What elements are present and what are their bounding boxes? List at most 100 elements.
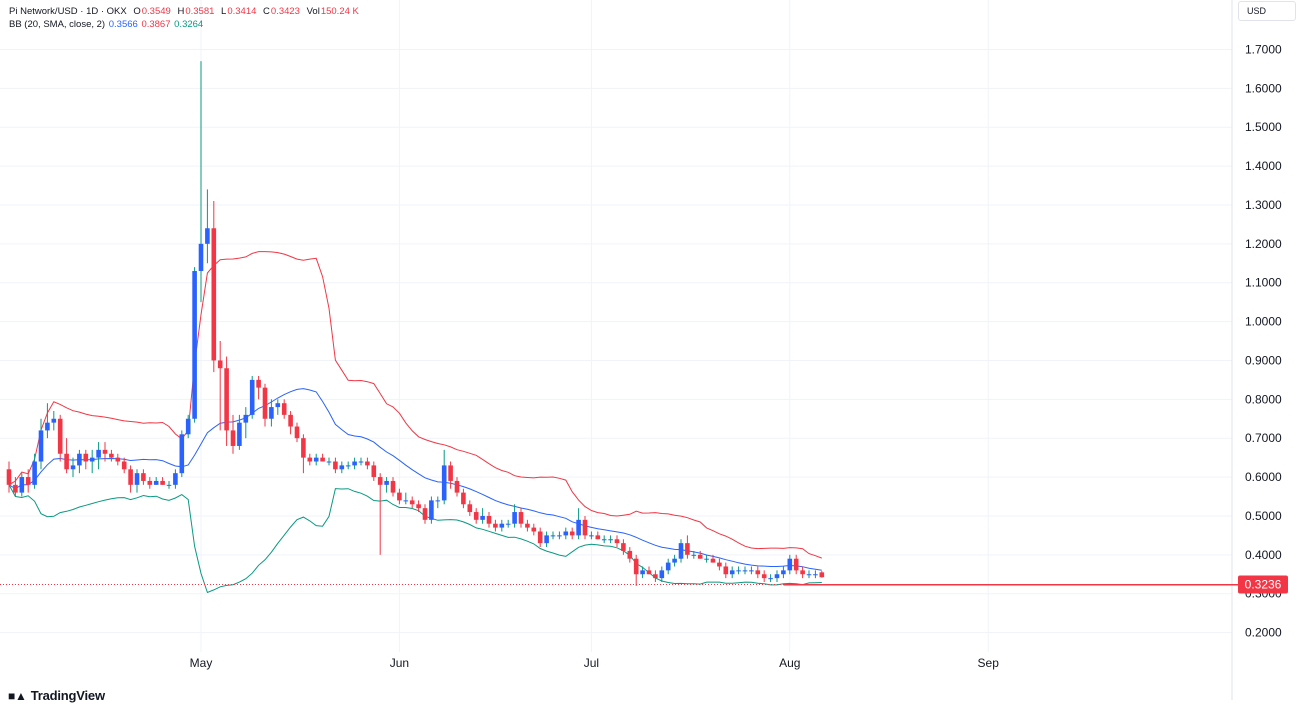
candle bbox=[372, 462, 377, 481]
candle-body bbox=[218, 360, 223, 368]
candle bbox=[583, 516, 588, 539]
bb-lower-band bbox=[9, 485, 822, 593]
price-axis[interactable]: 0.20000.30000.40000.50000.60000.70000.80… bbox=[1238, 42, 1288, 639]
y-tick-label: 1.7000 bbox=[1245, 42, 1282, 56]
candle-body bbox=[596, 535, 601, 539]
candle-body bbox=[538, 531, 543, 543]
candle-body bbox=[39, 430, 44, 461]
candle bbox=[756, 566, 761, 578]
candle bbox=[308, 454, 313, 466]
tradingview-logo[interactable]: ■▲TradingView bbox=[8, 688, 105, 703]
candle bbox=[512, 504, 517, 527]
candle bbox=[282, 399, 287, 418]
y-tick-label: 0.6000 bbox=[1245, 470, 1282, 484]
candle bbox=[218, 341, 223, 430]
candle bbox=[45, 403, 50, 438]
candle-body bbox=[576, 520, 581, 536]
candle bbox=[429, 497, 434, 524]
candle-body bbox=[416, 504, 421, 508]
open-value: 0.3549 bbox=[142, 6, 171, 17]
candle bbox=[90, 450, 95, 473]
x-tick-label: Sep bbox=[978, 656, 1000, 670]
candle bbox=[455, 477, 460, 496]
candle-body bbox=[762, 574, 767, 578]
candle bbox=[448, 462, 453, 489]
candle bbox=[519, 508, 524, 527]
volume-key: Vol bbox=[307, 6, 320, 17]
candle-body bbox=[346, 465, 351, 466]
candles bbox=[7, 61, 824, 586]
candle bbox=[404, 493, 409, 505]
candle-body bbox=[564, 531, 569, 535]
candle-body bbox=[474, 512, 479, 520]
candle bbox=[352, 458, 357, 470]
candle-body bbox=[378, 477, 383, 485]
candle-body bbox=[487, 516, 492, 524]
candle bbox=[724, 563, 729, 579]
currency-selector[interactable]: USD bbox=[1238, 1, 1296, 21]
candle bbox=[116, 454, 121, 466]
candle bbox=[64, 438, 69, 473]
candle-body bbox=[308, 458, 313, 462]
candle bbox=[199, 61, 204, 302]
candle bbox=[551, 531, 556, 539]
candle-body bbox=[96, 450, 101, 458]
indicator-name[interactable]: BB (20, SMA, close, 2) bbox=[9, 19, 105, 30]
candle-body bbox=[90, 458, 95, 462]
candle-body bbox=[20, 477, 25, 493]
candle-body bbox=[320, 458, 325, 462]
candle-body bbox=[653, 574, 658, 578]
candle-body bbox=[52, 419, 57, 423]
candle bbox=[525, 520, 530, 532]
candle bbox=[359, 458, 364, 466]
candle bbox=[212, 201, 217, 372]
candle-body bbox=[256, 380, 261, 388]
candle bbox=[762, 570, 767, 582]
candle bbox=[544, 531, 549, 547]
candle bbox=[346, 462, 351, 470]
candle-body bbox=[128, 469, 133, 485]
y-tick-label: 0.5000 bbox=[1245, 509, 1282, 523]
last-price-tag-label: 0.3236 bbox=[1245, 578, 1282, 592]
y-tick-label: 0.2000 bbox=[1245, 626, 1282, 640]
candle-body bbox=[333, 462, 338, 470]
candle-body bbox=[135, 473, 140, 485]
candle bbox=[96, 442, 101, 469]
y-tick-label: 1.1000 bbox=[1245, 276, 1282, 290]
high-value: 0.3581 bbox=[185, 6, 214, 17]
candle-body bbox=[64, 454, 69, 470]
candle bbox=[500, 520, 505, 532]
bb-basis-value: 0.3566 bbox=[109, 19, 138, 30]
indicator-legend[interactable]: BB (20, SMA, close, 2) 0.3566 0.3867 0.3… bbox=[9, 19, 203, 30]
symbol-legend[interactable]: Pi Network/USD · 1D · OKX O0.3549 H0.358… bbox=[9, 6, 359, 17]
candle-body bbox=[404, 500, 409, 501]
symbol-title[interactable]: Pi Network/USD · 1D · OKX bbox=[9, 6, 127, 17]
candle bbox=[365, 458, 370, 470]
candle-body bbox=[212, 228, 217, 360]
candle bbox=[807, 570, 812, 578]
candle-body bbox=[730, 570, 735, 574]
candle-body bbox=[602, 539, 607, 540]
candle bbox=[224, 357, 229, 446]
candle bbox=[327, 458, 332, 466]
candle bbox=[173, 469, 178, 488]
candle bbox=[320, 454, 325, 462]
candle bbox=[602, 535, 607, 543]
candle bbox=[532, 524, 537, 536]
candle-body bbox=[116, 458, 121, 462]
candle-body bbox=[589, 535, 594, 536]
candle-body bbox=[301, 438, 306, 457]
candle bbox=[333, 458, 338, 474]
y-tick-label: 1.6000 bbox=[1245, 81, 1282, 95]
tradingview-mark-icon: ■▲ bbox=[8, 689, 27, 703]
candle-body bbox=[391, 481, 396, 493]
candle-body bbox=[557, 535, 562, 536]
candle-body bbox=[461, 493, 466, 505]
candle-body bbox=[109, 454, 114, 458]
candle bbox=[52, 411, 57, 430]
candle-body bbox=[410, 500, 415, 504]
candle-body bbox=[666, 563, 671, 571]
